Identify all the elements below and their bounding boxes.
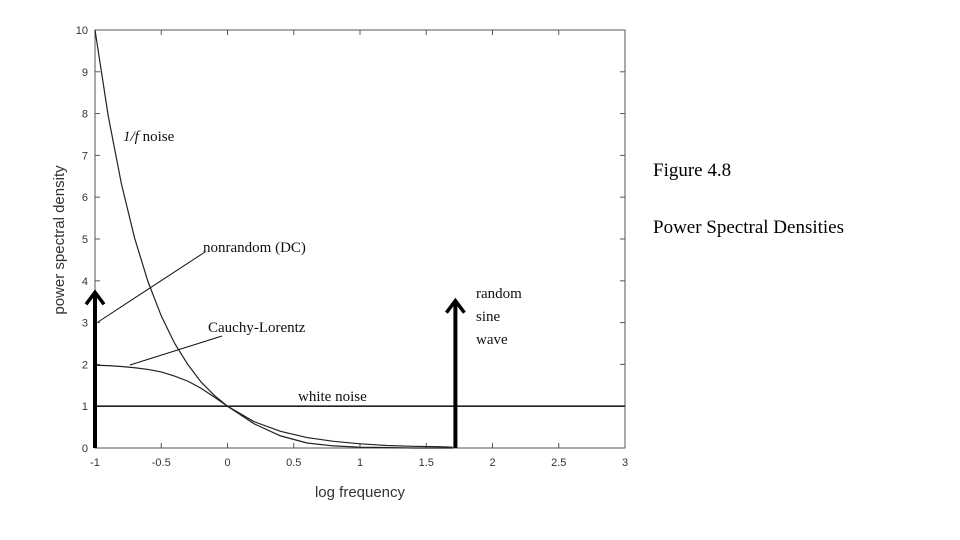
x-tick-label: 0.5 (286, 457, 301, 469)
cauchy-lorentz-label: Cauchy-Lorentz (208, 320, 306, 336)
random-label-line1: random (476, 286, 522, 302)
y-tick-label: 8 (82, 109, 88, 121)
cauchy-lorentz-line (94, 364, 453, 449)
y-tick-label: 7 (82, 150, 88, 162)
white-noise-label: white noise (298, 389, 367, 405)
x-axis-title: log frequency (315, 484, 406, 501)
y-tick-label: 4 (82, 276, 88, 288)
x-tick-label: -1 (90, 457, 100, 469)
random-label-line2: sine (476, 309, 501, 325)
y-tick-label: 1 (82, 401, 88, 413)
x-tick-label: 2 (489, 457, 495, 469)
x-tick-label: 3 (622, 457, 628, 469)
y-tick-label: 10 (76, 25, 88, 37)
x-tick-label: 2.5 (551, 457, 566, 469)
random-label-line3: wave (476, 332, 508, 348)
x-tick-label: -0.5 (152, 457, 171, 469)
plot-frame (94, 29, 626, 449)
figure-subtitle: Power Spectral Densities (653, 217, 845, 238)
figure-caption: Figure 4.8 (653, 160, 732, 181)
y-tick-label: 0 (82, 443, 88, 455)
one-over-f-noise-label: 1/f noise (123, 129, 175, 145)
y-tick-label: 9 (82, 67, 88, 79)
y-tick-label: 3 (82, 318, 88, 330)
x-tick-label: 1 (357, 457, 363, 469)
x-tick-label: 1.5 (419, 457, 434, 469)
y-tick-label: 2 (82, 359, 88, 371)
one-over-f-noise-line (94, 29, 453, 448)
x-tick-label: 0 (224, 457, 230, 469)
y-tick-label: 6 (82, 192, 88, 204)
nonrandom-label: nonrandom (DC) (203, 240, 306, 256)
y-tick-label: 5 (82, 234, 88, 246)
y-axis-title: power spectral density (51, 165, 68, 315)
nonrandom-dc-impulse-arrowhead (84, 289, 106, 306)
random-sine-impulse-arrowhead (444, 297, 466, 314)
nonrandom-leader (97, 251, 206, 323)
cauchy-leader (129, 335, 223, 366)
